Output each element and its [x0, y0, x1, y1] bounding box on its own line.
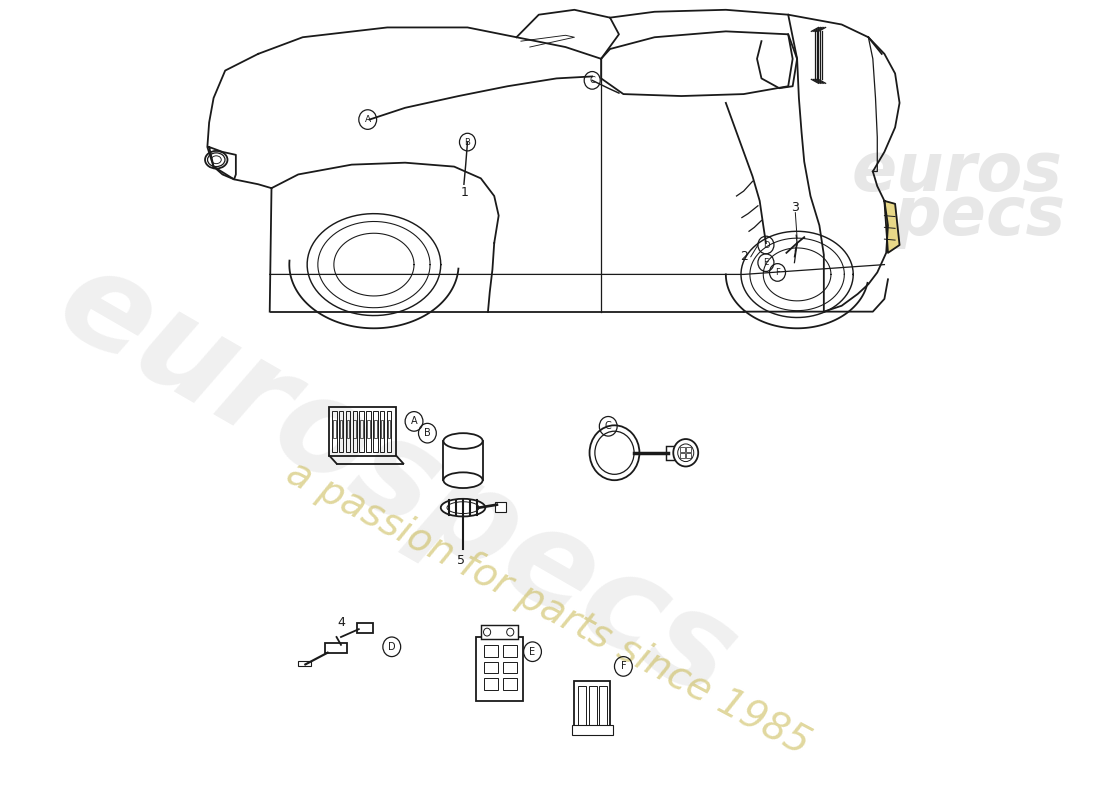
- Bar: [484, 662, 498, 674]
- Bar: [339, 410, 343, 452]
- Bar: [373, 410, 377, 452]
- Bar: [481, 626, 518, 639]
- Bar: [578, 686, 586, 727]
- Text: eurospecs: eurospecs: [36, 235, 757, 725]
- Bar: [387, 410, 392, 452]
- Bar: [332, 410, 337, 452]
- Polygon shape: [884, 201, 900, 253]
- Text: 2: 2: [739, 250, 748, 263]
- Text: B: B: [424, 428, 431, 438]
- Text: F: F: [620, 662, 626, 671]
- Bar: [361, 421, 363, 438]
- Bar: [503, 645, 517, 657]
- Bar: [353, 410, 358, 452]
- Text: C: C: [605, 422, 612, 431]
- Text: 5: 5: [458, 554, 465, 567]
- Text: 1: 1: [461, 186, 469, 198]
- Bar: [685, 447, 691, 452]
- Bar: [340, 421, 342, 438]
- Text: E: E: [763, 258, 769, 267]
- Bar: [476, 637, 522, 701]
- Text: A: A: [364, 115, 371, 124]
- Bar: [298, 661, 310, 666]
- Bar: [503, 678, 517, 690]
- Bar: [381, 421, 384, 438]
- Text: pecs: pecs: [893, 182, 1066, 249]
- Bar: [379, 410, 384, 452]
- Bar: [366, 410, 371, 452]
- Ellipse shape: [443, 472, 483, 488]
- Bar: [358, 623, 373, 633]
- Ellipse shape: [441, 499, 485, 517]
- Bar: [495, 502, 506, 511]
- Text: 3: 3: [791, 202, 800, 214]
- Bar: [333, 421, 336, 438]
- Bar: [324, 643, 348, 653]
- Bar: [484, 678, 498, 690]
- Text: euros: euros: [852, 138, 1063, 205]
- Text: C: C: [590, 76, 595, 85]
- Bar: [484, 645, 498, 657]
- Bar: [345, 410, 350, 452]
- Text: A: A: [410, 417, 417, 426]
- Text: D: D: [388, 642, 396, 652]
- Bar: [387, 421, 390, 438]
- Bar: [600, 686, 607, 727]
- Text: B: B: [464, 138, 471, 146]
- Bar: [374, 421, 376, 438]
- Bar: [680, 447, 685, 452]
- Text: D: D: [762, 241, 769, 250]
- Text: 4: 4: [337, 616, 345, 629]
- Bar: [346, 421, 350, 438]
- Bar: [353, 421, 356, 438]
- Bar: [503, 662, 517, 674]
- Bar: [367, 421, 370, 438]
- Bar: [574, 681, 611, 732]
- Bar: [588, 686, 596, 727]
- Bar: [572, 726, 613, 735]
- Bar: [685, 453, 691, 458]
- Text: E: E: [529, 646, 536, 657]
- Bar: [667, 446, 679, 460]
- Circle shape: [673, 439, 698, 466]
- Ellipse shape: [443, 433, 483, 449]
- Bar: [680, 453, 685, 458]
- Bar: [329, 406, 396, 456]
- Text: F: F: [776, 268, 780, 277]
- Text: a passion for parts since 1985: a passion for parts since 1985: [279, 453, 816, 762]
- Bar: [360, 410, 364, 452]
